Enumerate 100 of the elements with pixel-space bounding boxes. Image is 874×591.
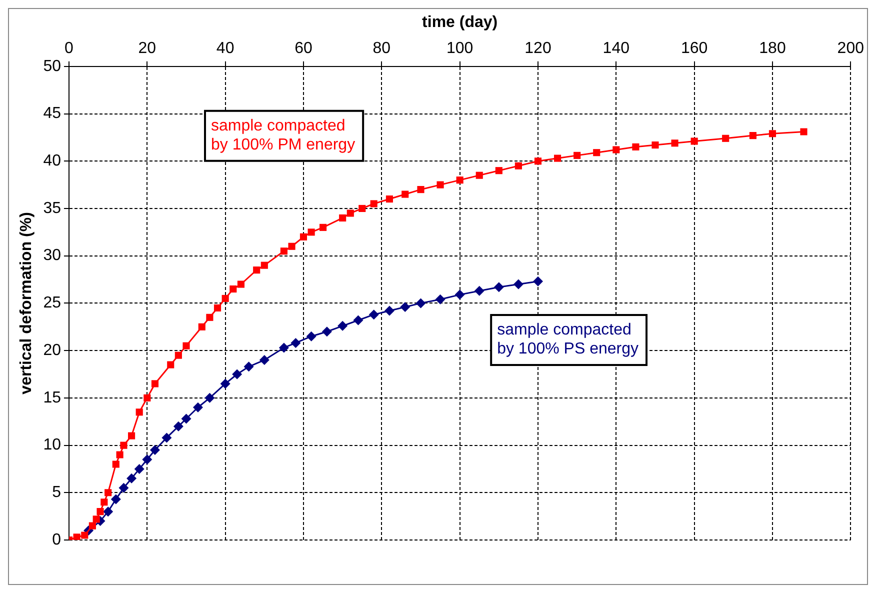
point bbox=[474, 286, 484, 296]
point bbox=[142, 454, 152, 464]
point bbox=[417, 186, 424, 194]
point bbox=[112, 460, 120, 468]
point bbox=[128, 432, 136, 440]
point bbox=[214, 304, 222, 312]
point bbox=[386, 195, 394, 203]
point bbox=[652, 141, 659, 149]
point bbox=[290, 338, 301, 348]
point bbox=[454, 290, 465, 300]
x-tick-label: 40 bbox=[216, 40, 234, 58]
y-tick-label: 5 bbox=[52, 484, 62, 502]
x-tick-label: 80 bbox=[372, 40, 391, 58]
point bbox=[402, 190, 409, 198]
point bbox=[174, 352, 182, 359]
point bbox=[278, 342, 289, 353]
point bbox=[144, 394, 151, 402]
point bbox=[280, 248, 288, 255]
y-tick-label: 10 bbox=[43, 436, 62, 454]
point bbox=[288, 242, 296, 250]
point bbox=[81, 532, 88, 539]
point bbox=[220, 378, 230, 389]
x-tick-label: 100 bbox=[446, 40, 474, 58]
y-tick-label: 35 bbox=[43, 200, 62, 217]
point bbox=[416, 298, 426, 308]
point bbox=[204, 392, 215, 403]
point bbox=[632, 143, 640, 150]
y-axis-title: vertical deformation (%) bbox=[18, 212, 36, 394]
point bbox=[346, 210, 354, 217]
x-axis-title: time (day) bbox=[422, 14, 498, 32]
point bbox=[192, 402, 203, 412]
point bbox=[494, 282, 504, 292]
y-tick-label: 15 bbox=[43, 389, 62, 406]
y-tick-label: 0 bbox=[52, 531, 62, 548]
point bbox=[259, 355, 270, 366]
series-label: sample compacted by 100% PS energy bbox=[497, 321, 639, 358]
point bbox=[182, 342, 190, 350]
point bbox=[120, 442, 128, 449]
point bbox=[306, 331, 316, 342]
x-tick-label: 120 bbox=[524, 40, 552, 58]
text: sample compacted by 100% PM energy bbox=[211, 117, 356, 154]
point bbox=[671, 140, 678, 147]
point bbox=[104, 489, 112, 496]
point bbox=[749, 132, 756, 140]
point bbox=[198, 323, 206, 330]
point bbox=[368, 310, 379, 320]
point bbox=[103, 506, 114, 517]
point bbox=[126, 473, 137, 484]
point bbox=[554, 154, 562, 162]
point bbox=[206, 314, 214, 321]
point bbox=[232, 369, 242, 380]
point bbox=[253, 266, 260, 274]
x-tick-label: 0 bbox=[64, 40, 74, 58]
point bbox=[100, 498, 108, 506]
point bbox=[173, 421, 184, 432]
point bbox=[222, 294, 229, 302]
point bbox=[514, 162, 522, 170]
point bbox=[690, 138, 698, 145]
point bbox=[513, 279, 524, 290]
y-tick-label: 20 bbox=[43, 342, 62, 359]
point bbox=[574, 152, 581, 159]
point bbox=[800, 128, 808, 136]
point bbox=[237, 280, 244, 288]
y-tick-label: 25 bbox=[43, 294, 62, 312]
point bbox=[532, 276, 543, 286]
x-tick-label: 200 bbox=[837, 40, 864, 58]
point bbox=[320, 224, 327, 231]
x-tick-label: 20 bbox=[138, 40, 156, 58]
point bbox=[300, 233, 308, 240]
point bbox=[181, 414, 192, 424]
point bbox=[110, 494, 121, 504]
point bbox=[260, 262, 268, 269]
point bbox=[322, 326, 332, 337]
y-tick-label: 30 bbox=[43, 247, 62, 264]
point bbox=[73, 534, 80, 540]
point bbox=[230, 285, 237, 293]
point bbox=[370, 200, 378, 208]
point bbox=[722, 134, 730, 142]
point bbox=[534, 158, 542, 165]
y-tick-label: 45 bbox=[43, 105, 62, 122]
point bbox=[612, 146, 620, 154]
point bbox=[134, 464, 144, 474]
point bbox=[400, 302, 410, 312]
point bbox=[339, 214, 346, 222]
point bbox=[358, 204, 366, 212]
point bbox=[353, 315, 364, 326]
point bbox=[476, 172, 483, 179]
point bbox=[435, 294, 446, 304]
point bbox=[92, 516, 100, 523]
point bbox=[436, 181, 444, 188]
y-tick-label: 50 bbox=[43, 58, 62, 75]
point bbox=[151, 380, 159, 388]
point bbox=[88, 522, 96, 530]
point bbox=[768, 130, 776, 138]
x-tick-label: 140 bbox=[602, 40, 630, 58]
point bbox=[118, 482, 129, 493]
point bbox=[136, 408, 143, 416]
point bbox=[308, 228, 315, 236]
point bbox=[593, 149, 600, 156]
point bbox=[338, 320, 348, 331]
